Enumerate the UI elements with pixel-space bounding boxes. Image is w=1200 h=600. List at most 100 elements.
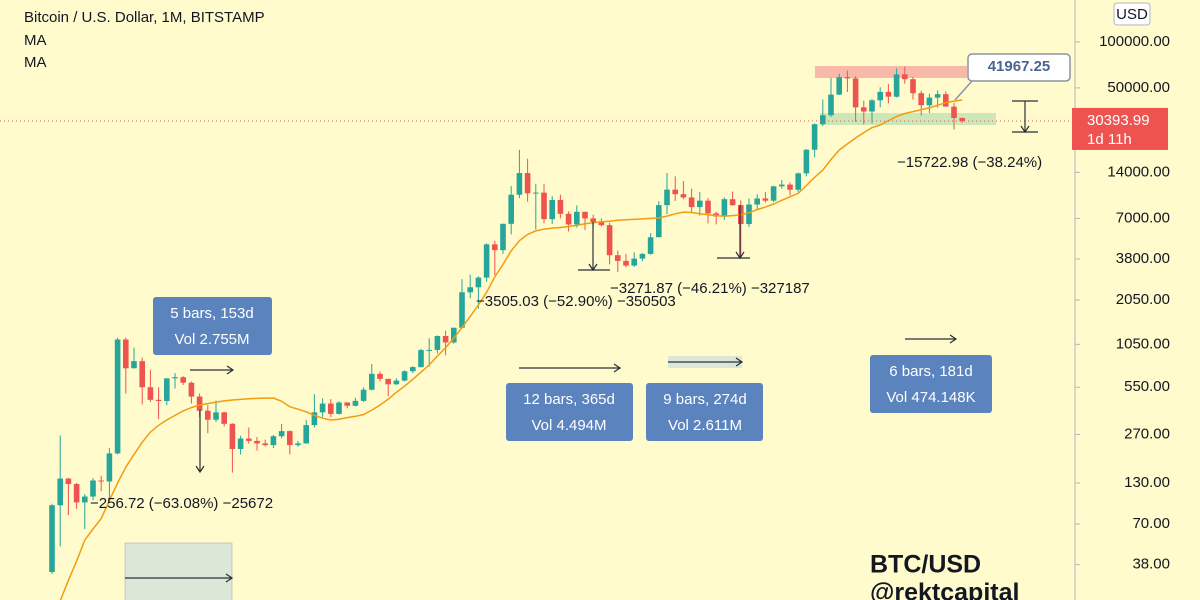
candle-body	[467, 287, 473, 293]
candle-body	[139, 361, 145, 388]
indicator-label: MA	[24, 54, 47, 71]
candle-body	[787, 184, 793, 190]
candle-body	[680, 194, 687, 198]
candle-body	[98, 480, 104, 482]
measure-bg	[646, 383, 763, 441]
candle-body	[434, 336, 441, 350]
candle-body	[574, 211, 580, 225]
candle-body	[811, 124, 818, 150]
candle-body	[951, 106, 957, 118]
y-tick-label: 550.00	[1124, 378, 1170, 395]
last-price-label: 30393.99	[1087, 112, 1150, 129]
candle-body	[172, 377, 178, 379]
arrow-head	[588, 263, 598, 272]
candle-body	[852, 78, 859, 108]
candle-body	[278, 431, 285, 437]
support-zone	[820, 113, 996, 125]
candle-body	[598, 222, 605, 226]
candle-body	[836, 77, 842, 95]
countdown-label: 1d 11h	[1087, 131, 1132, 148]
candle-body	[639, 253, 646, 259]
y-tick-label: 70.00	[1132, 515, 1170, 532]
candle-body	[246, 438, 252, 441]
currency-box	[1113, 2, 1151, 26]
measure-box: 12 bars, 365d Vol 4.494M	[506, 383, 633, 441]
candle-body	[319, 403, 326, 413]
candle-body	[65, 478, 72, 485]
arrow-head	[225, 573, 234, 583]
candle-body	[164, 378, 170, 402]
candle-body	[155, 399, 162, 402]
candle-body	[549, 199, 555, 220]
candle-body	[270, 436, 277, 446]
candle-body	[902, 74, 908, 80]
candle-body	[483, 244, 490, 278]
candle-body	[615, 255, 621, 261]
candle-body	[885, 91, 892, 97]
y-tick-label: 14000.00	[1107, 163, 1170, 180]
candle-body	[459, 292, 465, 328]
candle-body	[196, 396, 203, 411]
candle-body	[656, 205, 662, 238]
candle-body	[418, 350, 424, 368]
candle-body	[688, 197, 695, 208]
drop-label: −3271.87 (−46.21%) −327187	[610, 280, 810, 297]
candle-body	[336, 402, 342, 414]
candle-body	[705, 200, 711, 214]
candle-body	[369, 373, 375, 390]
candle-body	[500, 223, 506, 251]
candle-body	[114, 339, 121, 454]
drop-label: −3505.03 (−52.90%) −350503	[476, 293, 676, 310]
measure-text: 5 bars, 153d	[170, 305, 253, 322]
candle-body	[410, 367, 416, 372]
candle-body	[623, 260, 629, 266]
drop-label: −256.72 (−63.08%) −25672	[90, 495, 273, 512]
arrow-head	[735, 251, 745, 260]
candle-body	[533, 192, 539, 194]
candle-body	[287, 431, 293, 446]
plot-area	[0, 66, 1075, 600]
candle-body	[926, 97, 933, 106]
candle-body	[524, 173, 531, 194]
candle-body	[541, 192, 547, 220]
candle-body	[106, 453, 113, 482]
candle-body	[147, 387, 154, 400]
measure-box: 9 bars, 274d Vol 2.611M	[646, 383, 763, 441]
candle-body	[73, 484, 80, 503]
measure-text: Vol 2.611M	[668, 417, 742, 434]
y-tick-label: 270.00	[1124, 425, 1170, 442]
measure-bg	[506, 383, 633, 441]
candle-body	[303, 425, 309, 444]
candle-body	[844, 77, 851, 79]
candle-body	[943, 94, 949, 107]
candle-body	[910, 79, 916, 94]
candle-body	[754, 198, 760, 205]
measure-text: 6 bars, 181d	[889, 363, 972, 380]
annotations: −256.72 (−63.08%) −25672 −3505.03 (−52.9…	[90, 53, 1071, 583]
candle-body	[254, 440, 260, 444]
candle-body	[721, 199, 728, 217]
watermark: @rektcapital	[870, 579, 1019, 600]
candle-body	[221, 412, 227, 424]
candle-body	[401, 371, 408, 381]
arrow-head	[949, 334, 958, 344]
candle-body	[188, 382, 195, 397]
candle-body	[590, 218, 596, 223]
candle-body	[229, 423, 236, 449]
candle-body	[123, 339, 129, 369]
measure-bg	[870, 355, 992, 413]
candle-body	[697, 200, 703, 208]
candle-body	[451, 327, 457, 343]
candle-body	[746, 204, 752, 225]
candle-body	[180, 377, 186, 383]
last-price-box	[1072, 107, 1168, 150]
candle-body	[664, 189, 670, 206]
candle-body	[205, 410, 211, 420]
measure-text: 12 bars, 365d	[523, 391, 615, 408]
y-tick-label: 50000.00	[1107, 79, 1170, 96]
currency-label: USD	[1116, 6, 1148, 23]
measure-bg	[153, 297, 272, 355]
measure-box: 5 bars, 153d Vol 2.755M	[153, 297, 272, 355]
measure-text: Vol 474.148K	[886, 389, 975, 406]
